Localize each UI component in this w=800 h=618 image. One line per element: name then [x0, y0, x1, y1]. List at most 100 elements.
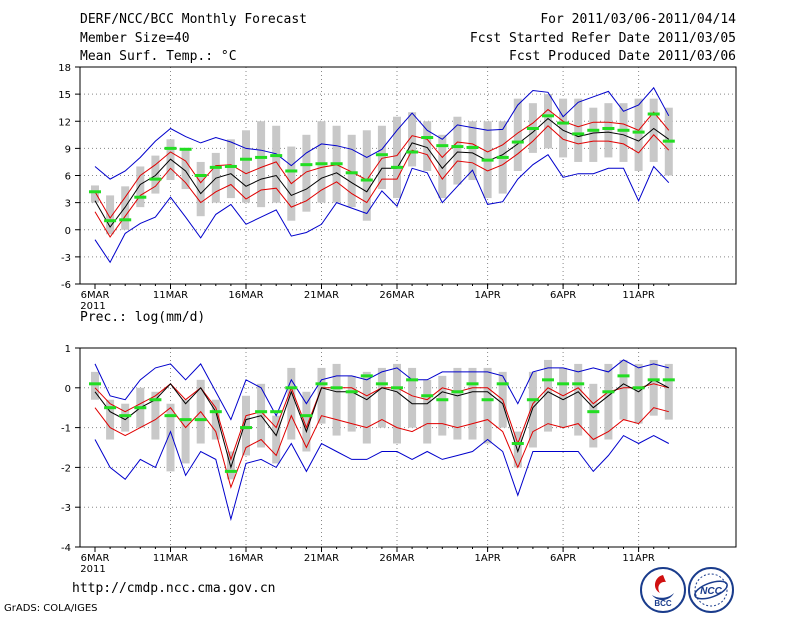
- temp-spread-box: [226, 139, 235, 199]
- temp-spread-box: [362, 130, 371, 221]
- prec-deterministic-mark: [542, 378, 554, 382]
- prec-deterministic-mark: [481, 398, 494, 402]
- temp-spread-box: [257, 121, 266, 208]
- temp-deterministic-mark: [496, 155, 509, 159]
- prec-spread-box: [393, 363, 401, 444]
- prec-ytick-label: -4: [61, 543, 71, 554]
- temp-xtick-year: 2011: [80, 301, 105, 312]
- temp-deterministic-mark: [557, 121, 570, 125]
- temp-deterministic-mark: [391, 165, 403, 169]
- prec-spread-box: [362, 371, 371, 444]
- temp-ytick-label: 18: [58, 63, 71, 74]
- prec-spread-box: [181, 399, 190, 464]
- temp-deterministic-mark: [587, 128, 600, 132]
- prec-spread-box: [211, 399, 220, 440]
- temp-deterministic-mark: [360, 178, 373, 182]
- prec-deterministic-mark: [526, 398, 539, 402]
- temp-spread-box: [619, 103, 628, 162]
- temp-ytick-label: 6: [65, 172, 71, 183]
- bcc-logo-icon: BCC: [652, 575, 674, 608]
- prec-xtick-label: 11APR: [622, 553, 655, 564]
- prec-spread-box: [604, 363, 613, 440]
- prec-deterministic-mark: [345, 390, 358, 394]
- temp-deterministic-mark: [240, 157, 252, 161]
- temp-spread-box: [106, 195, 115, 235]
- prec-deterministic-mark: [647, 378, 660, 382]
- temp-spread-box: [604, 103, 613, 158]
- prec-spread-box: [106, 399, 115, 440]
- prec-deterministic-mark: [617, 374, 630, 378]
- prec-xtick-label: 26MAR: [379, 553, 414, 564]
- prec-ytick-label: 1: [65, 344, 71, 355]
- temp-spread-box: [272, 125, 281, 203]
- prec-spread-box: [302, 391, 311, 452]
- temp-deterministic-mark: [209, 165, 222, 169]
- temp-deterministic-mark: [647, 112, 660, 116]
- prec-spread-box: [242, 395, 250, 456]
- temp-series-ensemble-min: [94, 154, 670, 264]
- prec-deterministic-mark: [300, 414, 313, 418]
- prec-deterministic-mark: [240, 426, 252, 430]
- temp-xtick-label: 6MAR: [81, 290, 110, 301]
- prec-xtick-label: 6APR: [550, 553, 576, 564]
- temp-series-mean-spread: [94, 108, 670, 219]
- temp-spread-box: [649, 98, 658, 162]
- temp-deterministic-mark: [270, 154, 283, 158]
- temp-spread-box: [151, 155, 160, 194]
- prec-deterministic-mark: [149, 398, 162, 402]
- temp-deterministic-mark: [572, 132, 585, 136]
- prec-deterministic-mark: [421, 394, 434, 398]
- prec-spread-box: [317, 367, 326, 424]
- temp-xtick-label: 1APR: [475, 290, 501, 301]
- prec-deterministic-mark: [662, 378, 675, 382]
- temp-spread-box: [196, 161, 205, 217]
- prec-deterministic-mark: [164, 414, 177, 418]
- temp-spread-box: [634, 98, 643, 171]
- temp-deterministic-mark: [511, 140, 524, 144]
- ncc-logo-icon: NCC: [694, 573, 728, 607]
- temp-spread-box: [544, 94, 552, 149]
- prec-spread-box: [226, 451, 235, 480]
- grads-credit: GrADS: COLA/IGES: [4, 603, 98, 614]
- temp-spread-box: [453, 116, 462, 185]
- temp-deterministic-mark: [89, 190, 101, 194]
- temp-deterministic-mark: [617, 128, 630, 132]
- temp-spread-box: [181, 148, 190, 190]
- prec-deterministic-mark: [285, 386, 298, 390]
- prec-deterministic-mark: [406, 378, 419, 382]
- temp-deterministic-mark: [662, 139, 675, 143]
- temp-deterministic-mark: [104, 219, 117, 223]
- temp-spread-box: [589, 107, 598, 162]
- temp-spread-box: [513, 98, 522, 171]
- temp-deterministic-mark: [421, 136, 434, 140]
- prec-deterministic-mark: [391, 386, 403, 390]
- temp-plot-frame: [79, 66, 737, 285]
- temp-xtick-label: 16MAR: [228, 290, 263, 301]
- temp-deterministic-mark: [602, 126, 615, 130]
- prec-spread-box: [423, 379, 432, 444]
- temp-deterministic-mark: [315, 162, 328, 166]
- prec-ytick-label: 0: [65, 384, 71, 395]
- prec-deterministic-mark: [315, 382, 328, 386]
- temp-deterministic-mark: [451, 145, 464, 149]
- temp-spread-box: [136, 166, 145, 208]
- temp-deterministic-mark: [632, 130, 645, 134]
- prec-deterministic-mark: [375, 382, 388, 386]
- prec-deterministic-mark: [209, 410, 222, 414]
- temp-xtick-label: 11MAR: [153, 290, 188, 301]
- prec-xtick-label: 1APR: [475, 553, 501, 564]
- prec-plot-frame: [79, 347, 737, 548]
- prec-spread-box: [272, 415, 281, 464]
- footer-url[interactable]: http://cmdp.ncc.cma.gov.cn: [72, 581, 276, 596]
- prec-panel-label: Prec.: log(mm/d): [80, 310, 206, 325]
- temp-deterministic-mark: [330, 162, 343, 166]
- prec-deterministic-mark: [194, 418, 207, 422]
- bcc-logo: BCC: [640, 567, 686, 613]
- fcst-started-date: Fcst Started Refer Date 2011/03/05: [469, 31, 736, 46]
- temp-deterministic-mark: [481, 158, 494, 162]
- prec-series-mean-spread: [94, 406, 669, 489]
- forecast-period: For 2011/03/06-2011/04/14: [540, 12, 736, 27]
- prec-deterministic-mark: [602, 390, 615, 394]
- temp-ytick-label: 3: [65, 199, 71, 210]
- temp-deterministic-mark: [179, 147, 192, 151]
